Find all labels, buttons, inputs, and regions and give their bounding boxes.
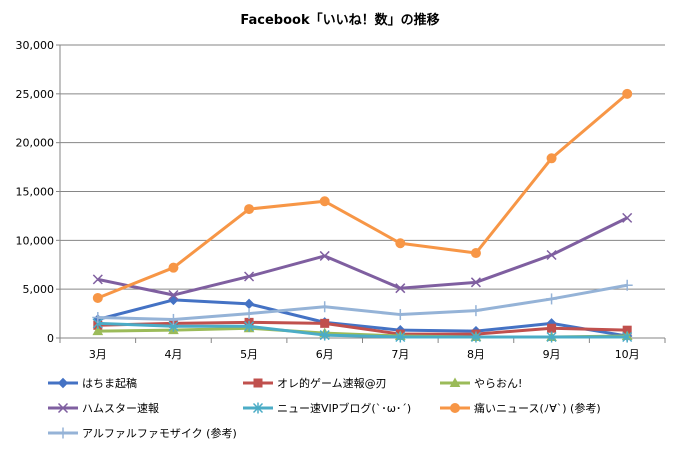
legend-label: ニュー速VIPブログ(`･ω･´) [277, 401, 411, 415]
data-point-plus [57, 427, 69, 439]
data-point-plus [243, 308, 255, 320]
series-line [97, 283, 628, 321]
data-point-plus [470, 305, 482, 317]
data-point-circle [168, 262, 179, 273]
data-point-circle [450, 403, 460, 413]
x-tick-label: 8月 [467, 348, 485, 361]
data-point-x [622, 212, 633, 223]
series-lines [92, 88, 633, 343]
legend-label: アルファルファモザイク (参考) [82, 426, 237, 440]
legend-item: ニュー速VIPブログ(`･ω･´) [243, 401, 411, 415]
data-point-triangle [449, 377, 461, 387]
legend-item: はちま起稿 [48, 376, 137, 390]
data-point-plus [319, 301, 331, 313]
data-point-x [319, 250, 330, 261]
y-tick-label: 5,000 [23, 283, 55, 296]
series-group [92, 88, 633, 303]
data-point-star [395, 331, 406, 343]
legend-item: やらおん! [440, 377, 522, 390]
legend: はちま起稿 オレ的ゲーム速報@刃 やらおん! ハムスター速報 ニュー速VIPブログ(`･… [48, 376, 601, 440]
y-tick-label: 25,000 [16, 88, 55, 101]
legend-label: ハムスター速報 [82, 402, 159, 415]
legend-label: はちま起稿 [82, 376, 137, 390]
data-point-star [244, 320, 255, 332]
legend-label: オレ的ゲーム速報@刃 [277, 376, 387, 390]
x-tick-label: 4月 [164, 348, 182, 361]
data-point-star [546, 331, 557, 343]
x-tick-label: 3月 [89, 348, 107, 361]
x-tick-label: 6月 [316, 348, 334, 361]
series-line [97, 216, 628, 297]
data-point-star [470, 331, 481, 343]
data-point-diamond [243, 298, 255, 310]
legend-item: 痛いニュース(ﾉ∀`) (参考) [440, 401, 601, 415]
data-point-x [470, 277, 481, 288]
data-point-plus [167, 313, 179, 325]
x-tick-label: 9月 [543, 348, 561, 361]
grid-lines [60, 44, 665, 290]
legend-item: ハムスター速報 [48, 402, 159, 415]
series-group [92, 279, 633, 325]
data-point-star [252, 402, 264, 414]
series-group [92, 212, 633, 301]
series-line [97, 320, 628, 336]
data-point-plus [92, 311, 104, 323]
data-point-x [546, 249, 557, 261]
data-point-circle [319, 196, 330, 207]
data-point-square [320, 318, 330, 328]
data-point-square [547, 323, 557, 333]
data-point-triangle [92, 325, 104, 336]
y-tick-label: 0 [47, 332, 54, 345]
series-line [97, 321, 628, 339]
series-line [97, 92, 629, 300]
data-point-plus [394, 309, 406, 321]
data-point-x [168, 289, 179, 301]
legend-item: アルファルファモザイク (参考) [48, 426, 237, 440]
data-point-plus [546, 293, 558, 305]
x-tick-label: 5月 [240, 348, 258, 361]
y-tick-label: 30,000 [16, 39, 55, 52]
data-point-circle [470, 248, 481, 259]
data-point-square [253, 378, 263, 388]
data-point-star [622, 331, 633, 343]
axes: 0 5,000 10,000 15,000 20,000 25,000 30,000 3月 4月… [16, 39, 666, 361]
data-point-circle [622, 88, 633, 99]
series-group [92, 317, 633, 343]
x-tick-label: 10月 [615, 348, 640, 361]
data-point-circle [546, 153, 557, 164]
data-point-circle [395, 238, 406, 249]
data-point-x [395, 283, 406, 294]
legend-label: 痛いニュース(ﾉ∀`) (参考) [474, 401, 601, 415]
data-point-x [244, 271, 255, 282]
data-point-plus [621, 279, 633, 291]
data-point-star [319, 329, 330, 341]
y-tick-label: 10,000 [16, 234, 55, 247]
x-tick-label: 7月 [391, 348, 409, 361]
data-point-diamond [57, 377, 69, 389]
series-line [97, 298, 628, 338]
y-tick-label: 20,000 [16, 137, 55, 150]
data-point-x [57, 402, 69, 414]
data-point-circle [92, 292, 103, 303]
legend-label: やらおん! [474, 377, 522, 390]
data-point-x [92, 274, 103, 285]
legend-item: オレ的ゲーム速報@刃 [243, 376, 387, 390]
data-point-diamond [168, 294, 179, 306]
chart-title: Facebook「いいね！数」の推移 [240, 12, 439, 28]
data-point-circle [244, 204, 255, 215]
y-tick-label: 15,000 [16, 186, 55, 199]
